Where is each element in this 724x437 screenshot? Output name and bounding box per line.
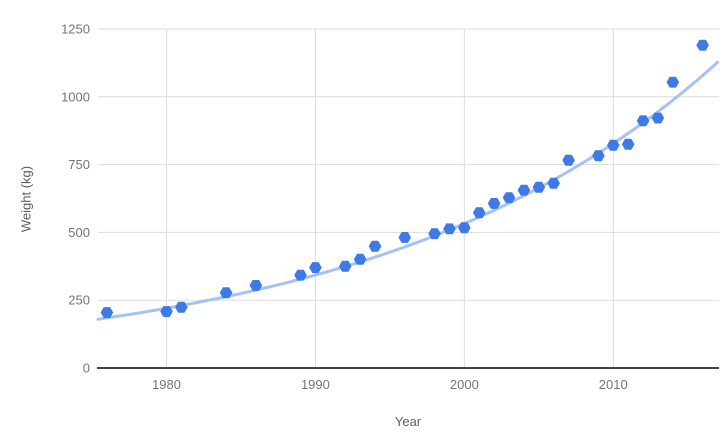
data-point[interactable] <box>338 260 352 272</box>
data-point[interactable] <box>651 112 665 124</box>
data-point[interactable] <box>398 232 412 243</box>
data-point[interactable] <box>607 139 620 151</box>
data-point[interactable] <box>443 223 456 235</box>
data-point[interactable] <box>592 150 605 162</box>
data-point[interactable] <box>249 280 263 291</box>
data-point[interactable] <box>472 207 486 219</box>
data-point[interactable] <box>636 115 650 127</box>
data-point[interactable] <box>532 181 546 193</box>
data-point[interactable] <box>547 177 560 189</box>
data-point[interactable] <box>502 192 516 204</box>
data-point[interactable] <box>621 138 635 150</box>
x-tick-label: 2010 <box>599 377 628 392</box>
x-tick-label: 2000 <box>450 377 479 392</box>
data-point[interactable] <box>175 301 188 313</box>
data-point[interactable] <box>517 184 531 196</box>
data-point[interactable] <box>294 269 307 281</box>
data-point[interactable] <box>368 240 382 252</box>
x-tick-label: 1980 <box>152 377 181 392</box>
data-point[interactable] <box>696 39 709 51</box>
data-point[interactable] <box>458 222 471 234</box>
data-point[interactable] <box>666 76 680 88</box>
data-point[interactable] <box>219 287 233 299</box>
y-tick-label: 750 <box>68 157 90 172</box>
data-point[interactable] <box>160 306 173 317</box>
y-tick-label: 1250 <box>61 22 90 37</box>
data-point[interactable] <box>487 198 501 209</box>
y-tick-label: 250 <box>68 293 90 308</box>
x-axis-title: Year <box>394 414 422 429</box>
data-point[interactable] <box>562 154 575 166</box>
data-point[interactable] <box>309 262 322 273</box>
data-point[interactable] <box>353 253 367 265</box>
y-tick-label: 1000 <box>61 89 90 104</box>
y-tick-label: 500 <box>68 225 90 240</box>
y-axis-title: Weight (kg) <box>18 165 34 233</box>
y-tick-label: 0 <box>83 361 90 376</box>
trendline <box>96 60 719 321</box>
x-tick-label: 1990 <box>301 377 330 392</box>
data-point[interactable] <box>100 307 114 318</box>
data-point[interactable] <box>428 228 441 240</box>
